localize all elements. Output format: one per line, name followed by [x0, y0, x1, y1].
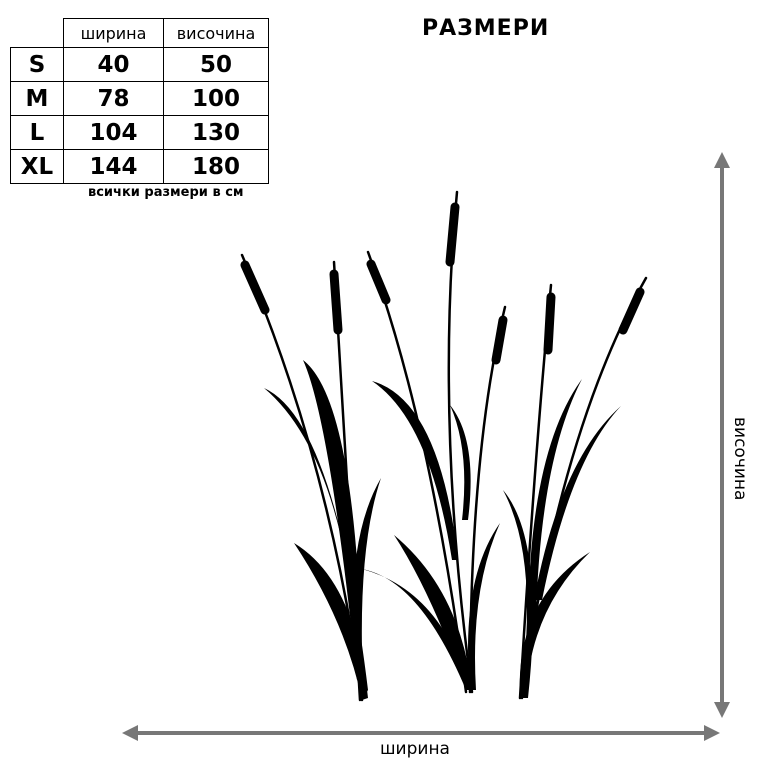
- heads: [240, 202, 645, 365]
- size-cell: S: [10, 47, 64, 82]
- value-cell: 50: [163, 47, 269, 82]
- table-row: S 40 50: [10, 47, 269, 82]
- table-row: XL 144 180: [10, 149, 269, 184]
- height-label: височина: [730, 417, 750, 501]
- table-note: всички размери в см: [88, 185, 244, 200]
- size-cell: L: [10, 115, 64, 150]
- value-cell: 40: [63, 47, 164, 82]
- header-cell: ширина: [63, 18, 164, 48]
- size-cell: XL: [10, 149, 64, 184]
- value-cell: 104: [63, 115, 164, 150]
- width-label: ширина: [380, 739, 450, 759]
- value-cell: 144: [63, 149, 164, 184]
- leaves: [264, 360, 621, 700]
- value-cell: 78: [63, 81, 164, 116]
- value-cell: 130: [163, 115, 269, 150]
- header-cell: височина: [163, 18, 269, 48]
- title: РАЗМЕРИ: [422, 16, 550, 41]
- value-cell: 180: [163, 149, 269, 184]
- table-row: L 104 130: [10, 115, 269, 150]
- size-cell: M: [10, 81, 64, 116]
- table-row: M 78 100: [10, 81, 269, 116]
- header-cell-empty: [10, 18, 64, 48]
- value-cell: 100: [163, 81, 269, 116]
- size-table: ширина височина S 40 50 M 78 100 L 104 130 XL 144 1…: [10, 18, 269, 184]
